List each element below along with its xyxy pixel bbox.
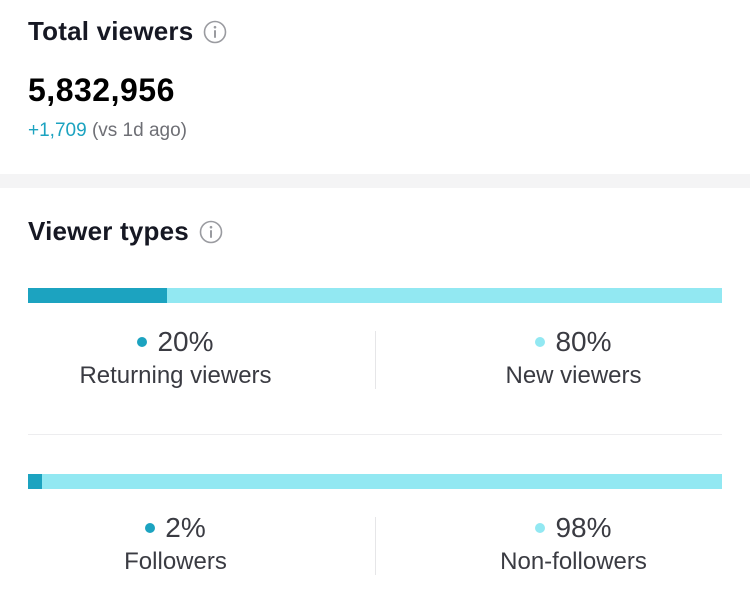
dot-primary-icon	[145, 523, 156, 533]
total-viewers-card: Total viewers 5,832,956 +1,709 (vs 1d ag…	[0, 0, 750, 174]
followers-percent-text: 2%	[165, 512, 206, 543]
non-followers-percent: 98%	[400, 510, 747, 546]
followers-label: Followers	[124, 548, 227, 575]
new-viewers-percent: 80%	[400, 324, 747, 360]
viewer-types-header: Viewer types	[28, 216, 223, 247]
viewer-types-title: Viewer types	[28, 216, 189, 246]
returning-viewers-label: Returning viewers	[79, 362, 272, 389]
stat-divider	[375, 331, 376, 389]
returning-viewers-stat: 20% Returning viewers	[2, 324, 349, 394]
non-followers-stat: 98% Non-followers	[400, 510, 747, 580]
total-viewers-delta: +1,709 (vs 1d ago)	[28, 120, 187, 142]
returning-viewers-percent-text: 20%	[157, 326, 214, 357]
total-viewers-header: Total viewers	[28, 16, 227, 47]
followers-fill	[28, 474, 42, 489]
non-followers-label: Non-followers	[500, 548, 647, 575]
non-followers-percent-text: 98%	[555, 512, 612, 543]
followers-percent: 2%	[2, 510, 349, 546]
followers-vs-non-followers-bar	[28, 474, 722, 489]
stat-divider	[375, 517, 376, 575]
total-viewers-value: 5,832,956	[28, 72, 175, 108]
new-viewers-percent-text: 80%	[555, 326, 612, 357]
info-circle-icon[interactable]	[203, 20, 227, 44]
info-circle-icon[interactable]	[199, 220, 223, 244]
returning-viewers-percent: 20%	[2, 324, 349, 360]
returning-viewers-fill	[28, 288, 167, 303]
delta-note: (vs 1d ago)	[91, 120, 187, 141]
dot-secondary-icon	[535, 337, 546, 347]
section-separator	[0, 174, 750, 188]
delta-value: +1,709	[28, 120, 87, 141]
new-viewers-label: New viewers	[505, 362, 642, 389]
viewer-types-card: Viewer types 20% Returning viewers 80% N…	[0, 188, 750, 600]
dot-primary-icon	[137, 337, 148, 347]
total-viewers-title: Total viewers	[28, 16, 194, 46]
breakdown-divider	[28, 434, 722, 435]
returning-vs-new-bar	[28, 288, 722, 303]
dot-secondary-icon	[535, 523, 546, 533]
followers-stat: 2% Followers	[2, 510, 349, 580]
new-viewers-stat: 80% New viewers	[400, 324, 747, 394]
